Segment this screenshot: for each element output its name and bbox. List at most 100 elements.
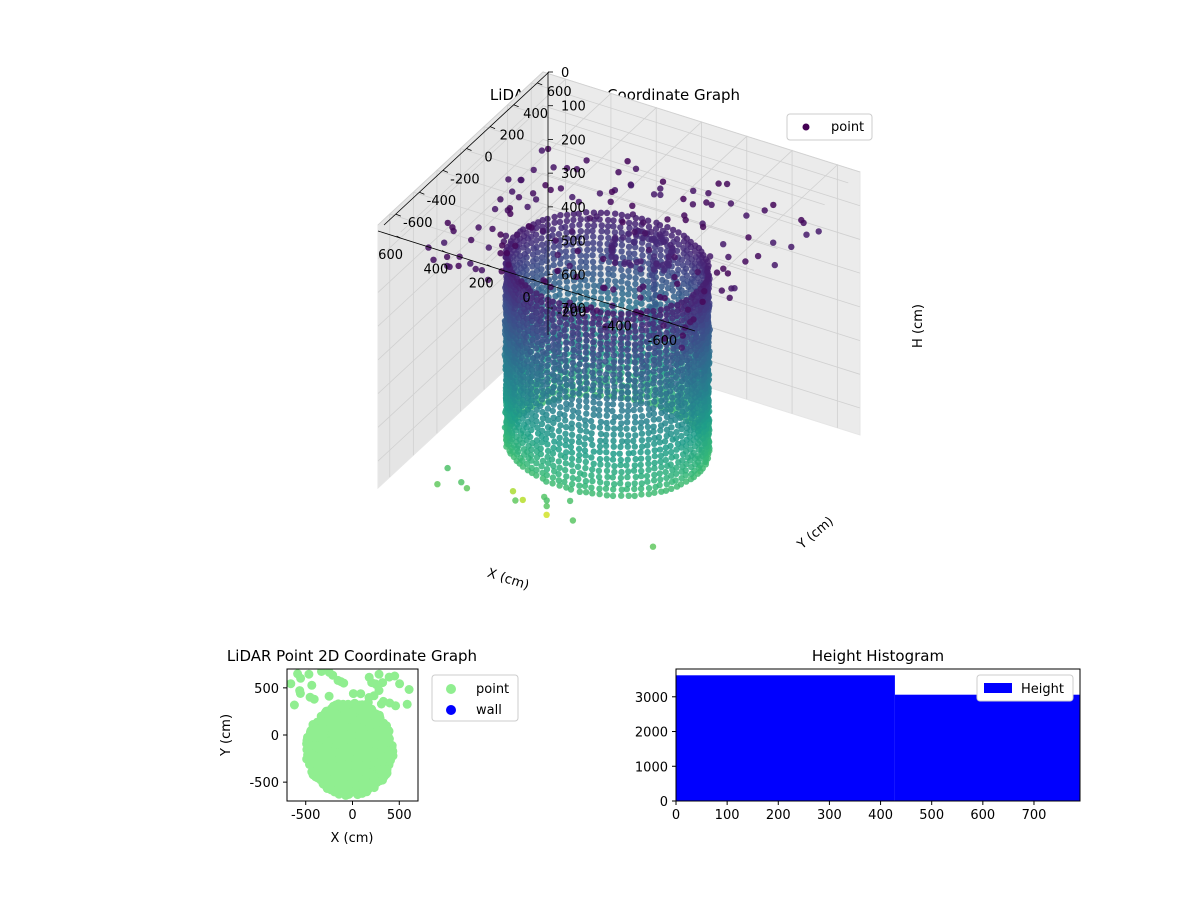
chart-3d-point — [583, 404, 590, 411]
chart-3d-point — [589, 351, 596, 358]
chart-3d-point — [596, 240, 603, 247]
chart-2d-point — [293, 669, 303, 679]
chart-3d-point — [667, 406, 674, 413]
chart-3d: LiDAR Point 3D Coordinate Graph -600-400… — [377, 66, 926, 593]
chart-3d-point — [538, 235, 545, 242]
chart-3d-point — [633, 299, 640, 306]
chart-2d-point — [333, 727, 343, 737]
chart-3d-point — [543, 257, 551, 265]
chart-3d-point — [557, 273, 565, 280]
chart-3d-point — [581, 482, 589, 490]
chart-3d-point — [678, 475, 685, 482]
chart-2d-point — [376, 699, 386, 709]
chart-3d-point — [638, 358, 645, 365]
chart-2d-legend-marker-point — [446, 684, 456, 694]
chart-3d-x-tick — [622, 307, 628, 310]
chart-3d-point — [674, 260, 681, 267]
chart-3d-point — [563, 164, 571, 172]
chart-3d-point — [575, 373, 583, 380]
chart-3d-point — [669, 327, 677, 334]
chart-3d-point — [688, 463, 695, 471]
chart-2d-point — [338, 740, 348, 750]
chart-3d-point — [527, 433, 534, 441]
chart-3d-point — [569, 517, 577, 524]
chart-3d-point — [527, 451, 535, 459]
chart-3d-point — [673, 235, 681, 243]
chart-3d-point — [590, 460, 597, 467]
chart-3d-point — [649, 543, 657, 550]
chart-3d-point — [544, 405, 552, 412]
chart-3d-point — [563, 449, 570, 456]
chart-3d-point — [597, 277, 605, 284]
chart-3d-point — [640, 219, 647, 226]
chart-3d-point — [544, 430, 551, 437]
chart-2d-point — [390, 671, 400, 681]
chart-3d-x-tick-label: -200 — [557, 305, 587, 320]
chart-3d-point — [589, 258, 597, 266]
chart-3d-point — [617, 480, 624, 487]
chart-3d-point — [682, 265, 690, 272]
chart-3d-point — [463, 485, 471, 492]
chart-3d-point — [590, 382, 597, 389]
chart-3d-point — [718, 287, 725, 294]
chart-3d-point — [611, 481, 618, 488]
chart-3d-point — [643, 418, 650, 425]
chart-3d-point — [576, 414, 583, 422]
chart-3d-point — [612, 254, 619, 262]
chart-3d-point — [624, 413, 631, 420]
chart-3d-point — [575, 445, 583, 453]
chart-3d-point — [588, 430, 595, 437]
chart-3d-point — [630, 437, 637, 445]
chart-3d-point — [662, 353, 670, 361]
chart-3d-point — [538, 341, 546, 349]
chart-3d-point — [625, 250, 633, 257]
chart-3d-point — [617, 461, 624, 469]
chart-3d-point — [698, 407, 705, 414]
chart-3d-point — [557, 185, 565, 192]
chart-3d-point — [610, 431, 617, 438]
chart-3d-point — [532, 196, 540, 203]
chart-3d-point — [631, 346, 639, 353]
chart-3d-point — [543, 381, 551, 388]
chart-3d-point — [706, 253, 714, 260]
chart-2d-legend: point wall — [431, 674, 519, 722]
chart-3d-point — [644, 308, 651, 315]
chart-3d-point — [631, 413, 639, 420]
chart-3d-point — [657, 452, 664, 460]
chart-3d-point — [575, 210, 582, 217]
chart-3d-point — [629, 211, 637, 218]
chart-3d-point — [656, 311, 664, 319]
chart-3d-point — [609, 407, 616, 415]
chart-3d-point — [611, 425, 618, 432]
chart-3d-point — [684, 454, 692, 461]
chart-3d-point — [625, 432, 632, 439]
chart-3d-point — [630, 406, 637, 414]
chart-3d-point — [631, 341, 639, 348]
chart-3d-point — [596, 363, 603, 370]
chart-3d-gridline-z — [377, 71, 861, 226]
chart-3d-point — [639, 277, 646, 284]
chart-3d-point — [574, 463, 582, 470]
chart-3d-point — [582, 489, 590, 496]
chart-2d-point — [337, 778, 347, 788]
chart-3d-point — [597, 234, 604, 241]
chart-3d-point — [725, 253, 732, 261]
chart-3d-point — [604, 295, 612, 302]
chart-3d-point — [609, 249, 616, 256]
chart-3d-point — [555, 446, 562, 453]
chart-3d-point — [528, 294, 536, 301]
chart-3d-point — [595, 376, 603, 383]
chart-3d-point — [643, 375, 651, 382]
chart-3d-point — [425, 244, 432, 251]
chart-3d-point — [657, 458, 664, 465]
chart-3d-point — [691, 358, 698, 365]
chart-3d-point — [632, 432, 639, 439]
chart-2d-point — [370, 775, 380, 785]
chart-3d-point — [617, 323, 625, 330]
chart-3d-point — [651, 471, 658, 479]
chart-3d-point — [603, 419, 610, 427]
chart-3d-z-tick-label: 600 — [561, 268, 586, 283]
chart-3d-point — [597, 479, 604, 486]
chart-2d-point — [366, 768, 376, 778]
chart-3d-point — [619, 219, 626, 226]
